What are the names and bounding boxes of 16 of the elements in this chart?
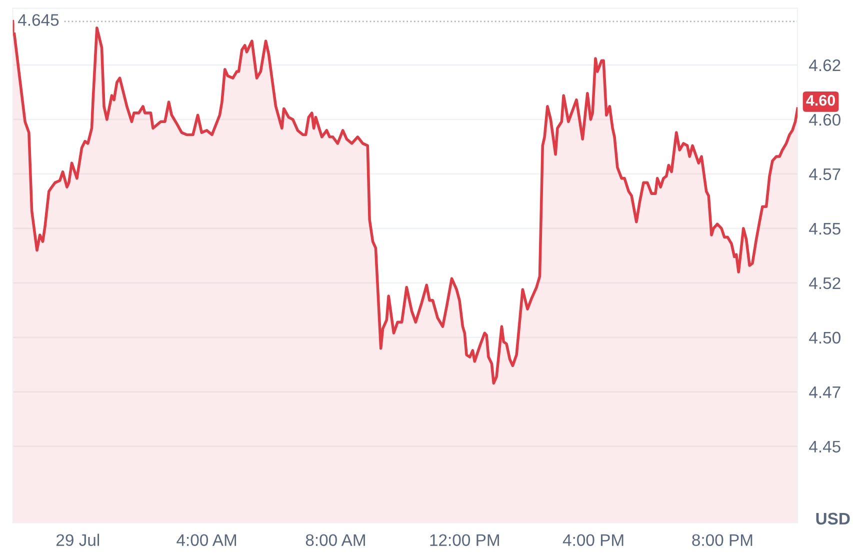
y-tick-label: 4.62 (809, 59, 840, 72)
x-tick-label: 29 Jul (56, 534, 100, 546)
y-tick-label: 4.47 (809, 386, 840, 398)
x-tick-label: 12:00 PM (430, 534, 499, 546)
y-tick-label: 4.45 (809, 440, 840, 453)
x-tick-label: 8:00 PM (692, 534, 752, 546)
y-tick-label: 4.50 (809, 332, 840, 344)
y-tick-label: 4.60 (809, 114, 840, 126)
x-tick-label: 8:00 AM (306, 534, 365, 546)
y-tick-label: 4.52 (809, 277, 840, 290)
y-axis-title: USD (816, 512, 850, 525)
ref-line-label: 4.645 (18, 14, 59, 26)
y-tick-label: 4.57 (809, 168, 840, 180)
x-tick-label: 4:00 AM (176, 534, 236, 546)
y-tick-label: 4.55 (809, 223, 840, 235)
x-tick-label: 4:00 PM (562, 534, 624, 546)
